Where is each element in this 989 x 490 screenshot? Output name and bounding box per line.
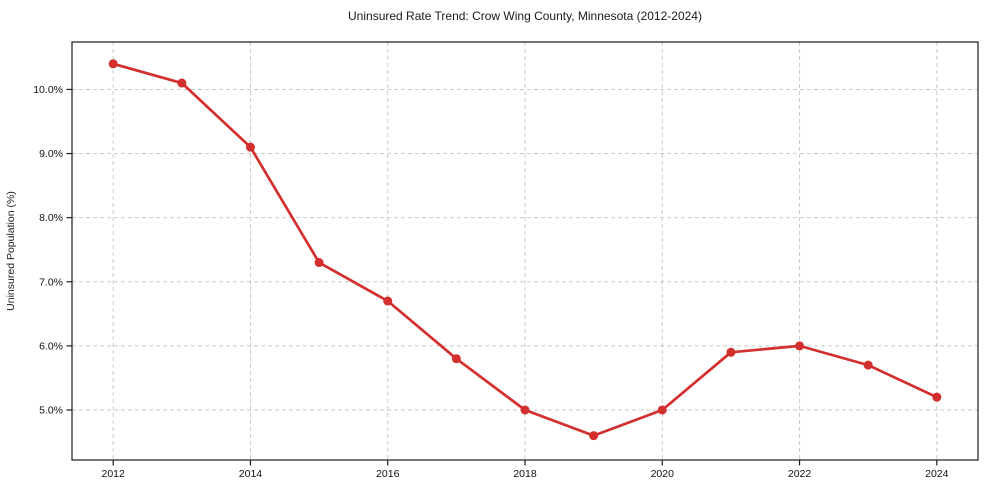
y-tick-label: 6.0% — [39, 340, 63, 352]
x-tick-label: 2022 — [788, 468, 812, 480]
data-point — [314, 258, 324, 268]
y-axis-label: Uninsured Population (%) — [5, 191, 17, 311]
data-point — [451, 354, 461, 364]
chart-title: Uninsured Rate Trend: Crow Wing County, … — [348, 9, 702, 23]
data-point — [589, 431, 599, 441]
y-tick-label: 7.0% — [39, 276, 63, 288]
x-tick-label: 2016 — [376, 468, 400, 480]
y-tick-label: 5.0% — [39, 404, 63, 416]
plot-border — [71, 41, 979, 461]
plot-area: 5.0% 6.0% 7.0% 8.0% 9.0% 10.0% 2012 2014 2016 201… — [33, 41, 979, 480]
data-point — [795, 341, 805, 351]
y-tick-label: 8.0% — [39, 212, 63, 224]
data-point — [245, 142, 255, 152]
data-point — [657, 405, 667, 415]
x-tick-label: 2012 — [102, 468, 126, 480]
y-tick-label: 10.0% — [33, 84, 63, 96]
x-tick-label: 2018 — [513, 468, 537, 480]
data-point — [863, 360, 873, 370]
data-point — [383, 296, 393, 306]
data-point — [177, 78, 187, 88]
data-point — [520, 405, 530, 415]
y-tick-label: 9.0% — [39, 148, 63, 160]
data-point — [932, 392, 942, 402]
data-point — [726, 347, 736, 357]
data-point — [108, 59, 118, 69]
x-tick-label: 2014 — [239, 468, 263, 480]
x-tick-label: 2020 — [651, 468, 675, 480]
x-tick-label: 2024 — [925, 468, 949, 480]
